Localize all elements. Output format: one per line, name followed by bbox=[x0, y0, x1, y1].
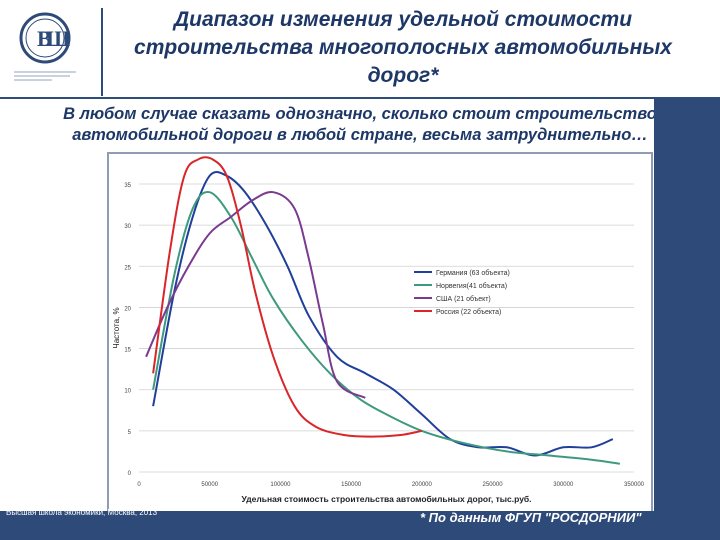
x-tick-label: 300000 bbox=[553, 482, 574, 488]
svg-text:Ш: Ш bbox=[46, 26, 70, 51]
series-line-1 bbox=[152, 171, 614, 457]
footer-source-note: * По данным ФГУП "РОСДОРНИИ" bbox=[420, 510, 642, 525]
legend-label-3: США (21 объект) bbox=[436, 295, 491, 303]
y-tick-label: 15 bbox=[124, 348, 131, 354]
slide-subtitle: В любом случае сказать однозначно, сколь… bbox=[63, 105, 657, 144]
x-axis-label: Удельная стоимость строительства автомоб… bbox=[241, 494, 531, 504]
x-tick-label: 100000 bbox=[270, 482, 291, 488]
footer-band bbox=[0, 511, 720, 540]
y-tick-label: 10 bbox=[124, 389, 131, 395]
y-axis-label: Частота, % bbox=[112, 307, 121, 348]
series-line-2 bbox=[152, 190, 621, 465]
line-chart: 0 5 10 15 20 25 30 35 0 50000 100000 150000 200000 25… bbox=[112, 156, 645, 504]
y-tick-label: 20 bbox=[124, 306, 131, 312]
y-tick-label: 25 bbox=[124, 265, 131, 271]
footer-institution: Высшая школа экономики, Москва, 2013 bbox=[6, 508, 158, 517]
legend-label-2: Норвегия(41 объекта) bbox=[436, 282, 507, 290]
header-rule bbox=[0, 97, 720, 99]
chart-frame: 0 5 10 15 20 25 30 35 0 50000 100000 150000 200000 25… bbox=[107, 152, 653, 513]
x-tick-label: 250000 bbox=[483, 482, 504, 488]
x-tick-label: 50000 bbox=[201, 482, 218, 488]
svg-text:В: В bbox=[37, 26, 52, 51]
y-tick-label: 35 bbox=[124, 183, 131, 189]
slide-title: Диапазон изменения удельной стоимости ст… bbox=[134, 8, 672, 87]
series-line-3 bbox=[145, 191, 366, 399]
right-decoration bbox=[654, 99, 720, 540]
x-tick-label: 0 bbox=[137, 482, 141, 488]
hse-logo: В Ш bbox=[14, 12, 76, 81]
y-tick-label: 30 bbox=[124, 224, 131, 230]
x-tick-label: 200000 bbox=[412, 482, 433, 488]
x-tick-label: 150000 bbox=[341, 482, 362, 488]
series-line-4 bbox=[152, 156, 423, 438]
header-divider bbox=[101, 8, 103, 96]
y-tick-label: 0 bbox=[128, 471, 132, 477]
legend-label-1: Германия (63 объекта) bbox=[436, 269, 510, 277]
x-tick-label: 350000 bbox=[624, 482, 645, 488]
legend-label-4: Россия (22 объекта) bbox=[436, 308, 501, 316]
y-tick-label: 5 bbox=[128, 430, 132, 436]
